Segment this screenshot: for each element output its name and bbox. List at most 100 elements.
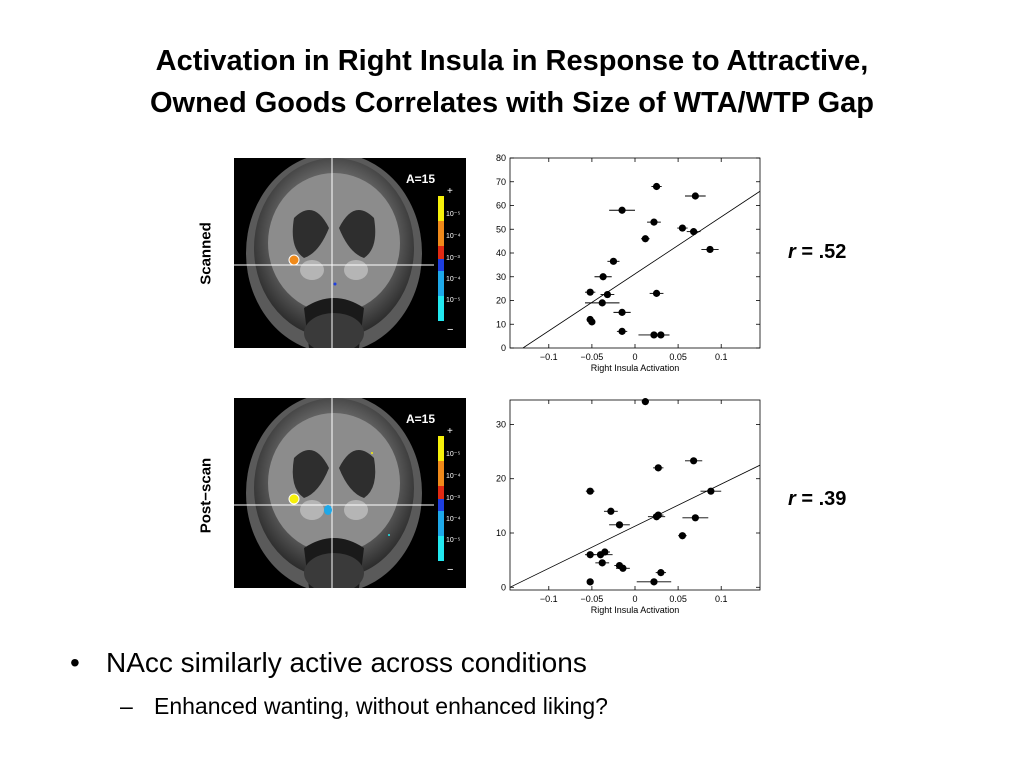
slice-label: A=15 [406, 412, 436, 426]
correlation-r-symbol: r [788, 488, 796, 510]
slide-title: Activation in Right Insula in Response t… [40, 40, 984, 124]
colorbar-plus: + [447, 186, 453, 197]
condition-label-post-scan: Post−scan [197, 457, 215, 534]
y-tick-label: 70 [496, 177, 506, 187]
data-point [607, 507, 615, 515]
colorbar-lightblue [438, 511, 444, 536]
data-point [650, 218, 658, 226]
slide-title-line-1: Activation in Right Insula in Response t… [155, 45, 869, 77]
correlation-label-scanned: r = .52 [788, 241, 846, 264]
data-point [707, 487, 715, 495]
y-tick-label: 30 [496, 419, 506, 429]
correlation-label-post-scan: r = .39 [788, 488, 846, 511]
data-point [609, 257, 618, 265]
colorbar-orange [438, 221, 444, 246]
x-tick-label: −0.1 [540, 594, 558, 604]
y-tick-label: 10 [496, 528, 506, 538]
bullet-item-level-1: • NAcc similarly active across condition… [70, 644, 970, 682]
y-tick-label: 0 [501, 343, 506, 353]
data-point [586, 288, 594, 296]
colorbar [438, 196, 444, 321]
data-point [603, 290, 612, 299]
data-point [618, 206, 626, 214]
data-point [690, 457, 698, 465]
colorbar-red [438, 246, 444, 259]
brain-slice-image-post-scan: A=15 + − 10⁻⁵ 10⁻⁴ 10⁻³ 10⁻⁴ 10⁻⁵ [234, 398, 466, 588]
colorbar-tick: 10⁻³ [446, 495, 460, 502]
x-tick-label: −0.05 [581, 352, 604, 362]
colorbar-plus: + [447, 426, 453, 437]
colorbar-tick: 10⁻⁵ [446, 537, 461, 544]
data-point [615, 521, 624, 529]
correlation-value: = .39 [795, 488, 847, 510]
data-point [618, 327, 626, 335]
y-tick-label: 20 [496, 296, 506, 306]
data-point [598, 299, 606, 307]
correlation-value: = .52 [795, 241, 847, 263]
colorbar-tick: 10⁻⁴ [446, 276, 461, 283]
colorbar [438, 436, 444, 561]
y-tick-label: 40 [496, 248, 506, 258]
data-point [599, 273, 607, 281]
colorbar-tick: 10⁻⁴ [446, 516, 461, 523]
bullet-marker: • [70, 647, 80, 678]
x-tick-label: 0.05 [669, 594, 687, 604]
data-point [654, 511, 662, 519]
x-tick-label: 0.05 [669, 352, 687, 362]
y-tick-label: 0 [501, 582, 506, 592]
bullet-item-level-2: – Enhanced wanting, without enhanced lik… [120, 690, 970, 722]
colorbar-red [438, 486, 444, 499]
data-point [586, 578, 594, 586]
colorbar-blue [438, 499, 444, 511]
data-point [618, 308, 626, 316]
colorbar-tick: 10⁻⁵ [446, 451, 461, 458]
data-point [588, 318, 596, 326]
colorbar-tick: 10⁻³ [446, 255, 460, 262]
data-point [601, 548, 609, 556]
colorbar-orange [438, 461, 444, 486]
data-point [586, 487, 594, 495]
x-tick-label: 0 [632, 352, 637, 362]
colorbar-tick: 10⁻⁴ [446, 473, 461, 480]
plot-frame [509, 157, 761, 349]
y-tick-label: 10 [496, 319, 506, 329]
brain-slice-drawing [234, 158, 434, 348]
data-point [678, 532, 687, 540]
data-point [598, 559, 606, 567]
colorbar-yellow [438, 196, 444, 221]
colorbar-yellow [438, 436, 444, 461]
colorbar-tick: 10⁻⁵ [446, 211, 461, 218]
plot-frame [509, 399, 761, 591]
data-point [650, 578, 658, 586]
correlation-r-symbol: r [788, 241, 796, 263]
data-point [657, 569, 665, 577]
x-axis-label: Right Insula Activation [591, 363, 680, 373]
x-tick-label: 0 [632, 594, 637, 604]
brain-slice-image-scanned: A=15 + − 10⁻⁵ 10⁻⁴ 10⁻³ 10⁻⁴ 10⁻⁵ [234, 158, 466, 348]
x-tick-label: −0.05 [581, 594, 604, 604]
data-point [654, 464, 662, 472]
data-point [691, 192, 699, 200]
slice-label: A=15 [406, 172, 436, 186]
colorbar-cyan [438, 296, 444, 321]
scatter-plot-scanned: −0.1 −0.05 0 0.05 0.1 0 10 20 30 40 50 60 70 80 Right … [496, 153, 761, 373]
colorbar-tick: 10⁻⁵ [446, 297, 461, 304]
x-tick-label: 0.1 [715, 594, 728, 604]
data-point [690, 228, 698, 236]
y-tick-label: 50 [496, 224, 506, 234]
y-tick-label: 30 [496, 272, 506, 282]
colorbar-blue [438, 259, 444, 271]
data-point [619, 564, 627, 572]
data-point [652, 182, 661, 191]
slide-title-line-2: Owned Goods Correlates with Size of WTA/… [150, 87, 874, 119]
y-tick-label: 60 [496, 201, 506, 211]
regression-line [522, 190, 760, 348]
y-tick-label: 80 [496, 153, 506, 163]
bullet-marker: – [120, 693, 133, 719]
bullet-list: • NAcc similarly active across condition… [70, 644, 970, 722]
data-point [678, 224, 687, 232]
colorbar-minus: − [447, 564, 454, 576]
x-axis-label: Right Insula Activation [591, 605, 680, 615]
data-point [641, 398, 649, 406]
data-point [641, 235, 649, 243]
